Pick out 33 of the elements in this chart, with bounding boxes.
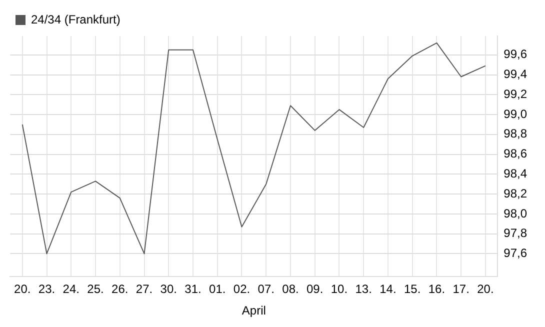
- legend-label: 24/34 (Frankfurt): [31, 12, 120, 26]
- x-tick-label: 10.: [330, 282, 348, 296]
- x-tick-label: 25.: [87, 282, 104, 296]
- x-tick-label: 15.: [404, 282, 421, 296]
- x-tick-label: 24.: [62, 282, 80, 296]
- x-tick-label: 26.: [112, 282, 128, 296]
- x-tick-label: 17.: [452, 282, 470, 296]
- x-tick-label: 13.: [355, 282, 372, 296]
- y-tick-label: 98,0: [504, 206, 528, 220]
- x-tick-label: 14.: [380, 282, 396, 296]
- x-tick-label: 27.: [136, 282, 153, 296]
- y-tick-label: 98,4: [504, 166, 528, 181]
- x-tick-label: 16.: [428, 282, 446, 296]
- x-tick-label: 01.: [209, 282, 226, 296]
- text: April: [242, 303, 266, 318]
- x-tick-label: 07.: [258, 282, 274, 296]
- x-tick-label: 30.: [160, 282, 177, 296]
- y-tick-label: 98,6: [504, 146, 528, 161]
- y-tick-label: 97,8: [504, 226, 528, 240]
- x-tick-label: 20.: [477, 282, 494, 296]
- y-tick-label: 99,2: [504, 86, 528, 101]
- y-tick-label: 99,6: [504, 47, 528, 62]
- x-tick-label: 20.: [14, 282, 31, 296]
- x-tick-label: 02.: [233, 282, 250, 296]
- x-tick-label: 08.: [282, 282, 299, 296]
- x-tick-label: 23.: [38, 282, 56, 296]
- y-tick-label: 98,2: [504, 186, 528, 200]
- x-tick-label: 31.: [184, 282, 202, 296]
- y-tick-label: 99,0: [504, 106, 528, 121]
- y-tick-label: 99,4: [504, 67, 528, 82]
- y-tick-label: 98,8: [504, 126, 528, 141]
- x-tick-label: 09.: [306, 282, 324, 296]
- y-tick-label: 97,6: [504, 246, 528, 260]
